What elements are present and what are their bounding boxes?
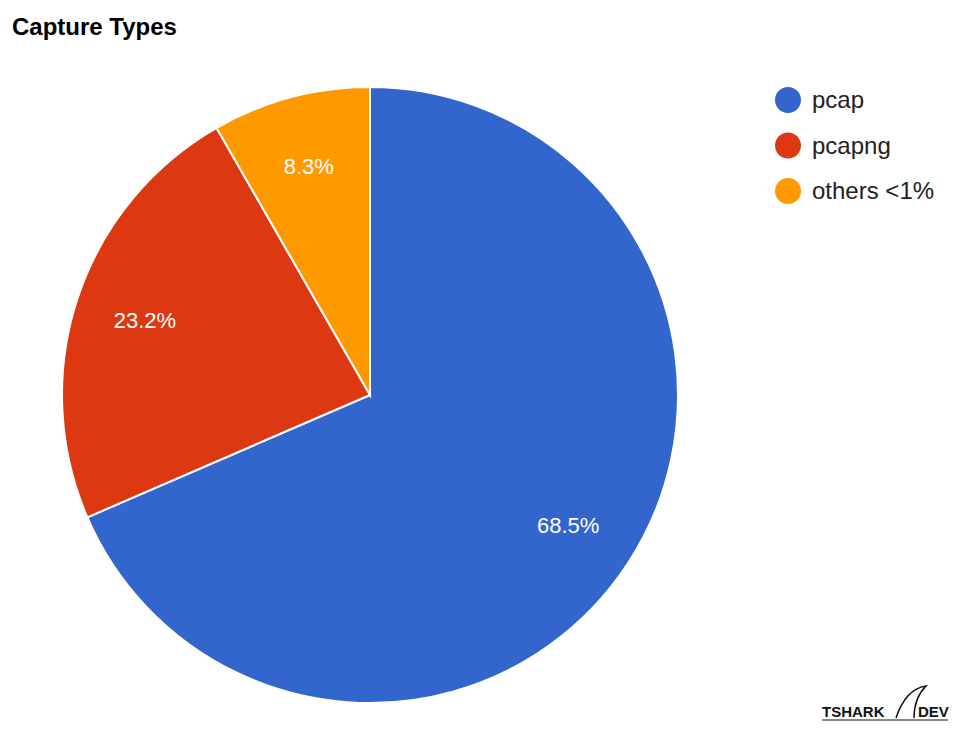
legend-swatch (775, 87, 801, 113)
legend-swatch (775, 178, 801, 204)
logo-text: DEV (918, 703, 949, 720)
chart: Capture Types 68.5% 23.2% 8.3% pcap pcapng oth… (0, 0, 972, 732)
logo-text: TSHARK (822, 703, 885, 720)
logo-underline (822, 720, 948, 721)
legend-label: pcapng (812, 132, 891, 159)
slices (62, 87, 678, 703)
legend-label: pcap (812, 86, 864, 113)
data-label: 68.5% (537, 513, 599, 538)
legend: pcap pcapng others <1% (775, 86, 934, 204)
data-label: 8.3% (284, 154, 334, 179)
legend-label: others <1% (812, 177, 934, 204)
logo: TSHARK DEV (822, 686, 949, 720)
data-label: 23.2% (114, 308, 176, 333)
pie-slice (217, 87, 370, 395)
title: Capture Types (12, 13, 177, 40)
legend-swatch (775, 133, 801, 159)
